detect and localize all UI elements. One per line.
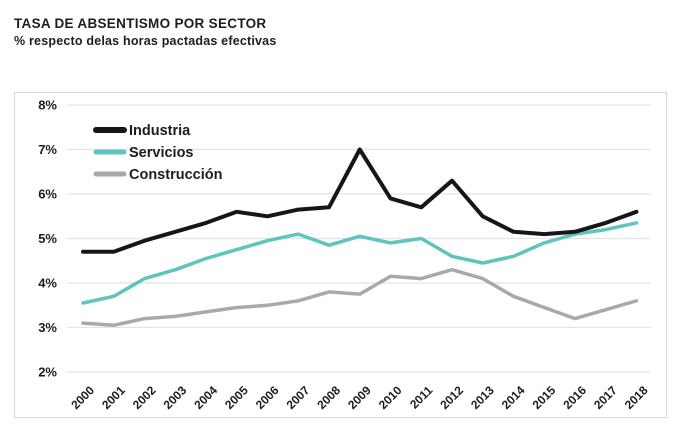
x-axis-tick-label: 2003 [161, 383, 190, 412]
y-axis-tick-label: 5% [38, 231, 57, 246]
series-line-construccion [81, 267, 639, 328]
x-axis-tick-label: 2018 [622, 383, 651, 412]
x-axis-tick-label: 2011 [407, 383, 436, 412]
y-axis-tick-label: 8% [38, 98, 57, 113]
x-axis-tick-label: 2008 [314, 383, 343, 412]
x-axis-tick-label: 2002 [130, 383, 159, 412]
line-chart: 8%7%6%5%4%3%2%2000 2001 2002 2003 2004 2005 20… [38, 98, 651, 412]
chart-subtitle: % respecto delas horas pactadas efectiva… [14, 34, 277, 48]
legend-label: Servicios [129, 145, 194, 161]
series-line-industria [81, 147, 639, 254]
x-axis-tick-label: 2000 [68, 383, 97, 412]
chart-header: TASA DE ABSENTISMO POR SECTOR % respecto… [14, 16, 277, 48]
y-axis-tick-label: 3% [38, 320, 57, 335]
x-axis-tick-label: 2014 [499, 383, 528, 412]
x-axis-tick-label: 2012 [437, 383, 466, 412]
x-axis-tick-label: 2017 [591, 383, 620, 412]
chart-panel: 8% 7% 6% 5% 4% 3% 2% 2000 2001 2002 2003 2004 2005 20… [14, 92, 667, 418]
x-axis-tick-label: 2009 [345, 383, 374, 412]
series-line-servicios [81, 221, 639, 305]
x-axis-tick-label: 2015 [530, 383, 559, 412]
y-axis-tick-label: 4% [38, 276, 57, 291]
y-axis-tick-label: 6% [38, 187, 57, 202]
x-axis-tick-label: 2007 [284, 383, 313, 412]
y-axis-tick-label: 7% [38, 142, 57, 157]
x-axis-tick-label: 2006 [253, 383, 282, 412]
legend-label: Industria [129, 123, 191, 139]
x-axis-tick-label: 2016 [560, 383, 589, 412]
y-axis-tick-label: 2% [38, 365, 57, 380]
x-axis-tick-label: 2013 [468, 383, 497, 412]
legend-label: Construcción [129, 167, 222, 183]
x-axis-tick-label: 2001 [99, 383, 128, 412]
chart-title: TASA DE ABSENTISMO POR SECTOR [14, 16, 267, 31]
x-axis-tick-label: 2005 [222, 383, 251, 412]
x-axis-tick-label: 2004 [191, 383, 220, 412]
x-axis-tick-label: 2010 [376, 383, 405, 412]
